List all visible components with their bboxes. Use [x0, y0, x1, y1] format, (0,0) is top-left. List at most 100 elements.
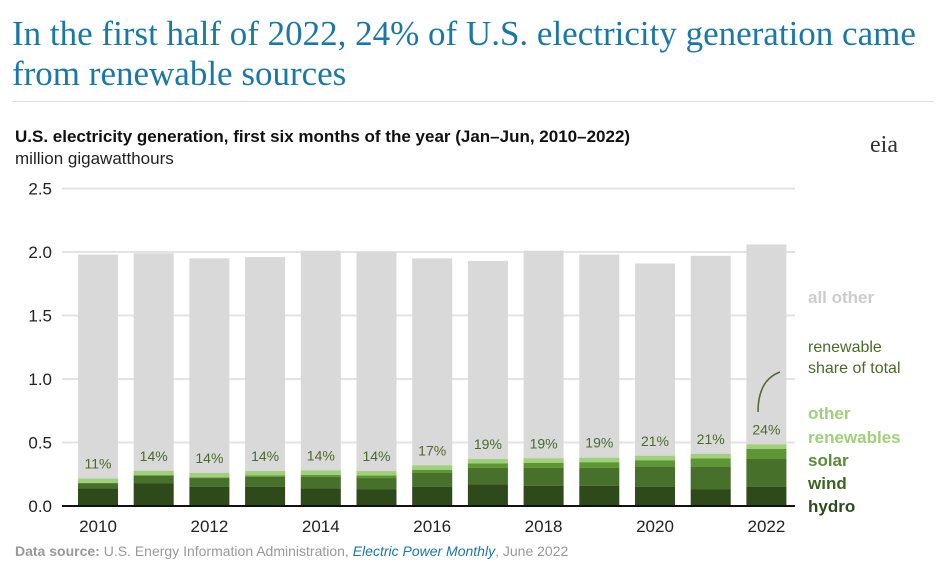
bar-other-renewables — [356, 471, 397, 476]
share-label: 19% — [530, 435, 558, 451]
y-tick-label: 2.0 — [28, 243, 52, 262]
bar-other-renewables — [579, 457, 620, 463]
bar-solar — [635, 460, 675, 467]
bar-wind — [189, 478, 230, 487]
share-label: 21% — [641, 433, 669, 449]
y-tick-label: 1.5 — [28, 307, 52, 326]
bar-wind — [635, 466, 675, 487]
share-label: 19% — [585, 435, 613, 451]
share-label: 21% — [697, 431, 725, 447]
y-tick-label: 0.5 — [28, 434, 52, 453]
bar-hydro — [133, 483, 174, 506]
bar-all-other — [245, 257, 286, 506]
bar-other-renewables — [523, 458, 564, 463]
chart-title: U.S. electricity generation, first six m… — [15, 127, 631, 146]
legend-hydro: hydro — [808, 497, 855, 516]
x-tick-label: 2012 — [190, 517, 228, 536]
y-tick-label: 0.0 — [28, 497, 52, 516]
bar-solar — [356, 475, 397, 479]
bar-solar — [467, 463, 508, 468]
share-label: 19% — [474, 436, 502, 452]
bar-hydro — [78, 488, 118, 506]
legend-share-2: share of total — [808, 360, 901, 377]
bar-other-renewables — [245, 471, 286, 476]
bar-other-renewables — [300, 470, 341, 475]
bar-hydro — [746, 486, 787, 506]
bar-other-renewables — [189, 472, 230, 478]
source-date: , June 2022 — [495, 543, 569, 559]
share-label: 24% — [752, 421, 780, 437]
bar-hydro — [412, 486, 453, 506]
bar-all-other — [189, 258, 230, 506]
share-label: 14% — [195, 450, 223, 466]
eia-logo: eia — [870, 132, 898, 158]
bar-hydro — [523, 485, 564, 506]
x-tick-label: 2016 — [413, 517, 451, 536]
data-source: Data source: U.S. Energy Information Adm… — [15, 543, 568, 559]
x-tick-label: 2014 — [302, 517, 340, 536]
legend-all-other: all other — [808, 288, 875, 307]
legend-other: other — [808, 404, 851, 423]
bar-hydro — [356, 489, 397, 506]
bar-solar — [300, 474, 341, 477]
bar-other-renewables — [78, 478, 118, 484]
bar-hydro — [579, 485, 620, 506]
bar-all-other — [78, 254, 118, 506]
legend-wind: wind — [807, 474, 847, 493]
bar-all-other — [356, 252, 397, 506]
bar-solar — [690, 458, 731, 467]
x-tick-label: 2018 — [525, 517, 563, 536]
bar-other-renewables — [133, 470, 174, 476]
bar-all-other — [412, 258, 453, 506]
bar-wind — [467, 467, 508, 485]
share-label: 14% — [251, 448, 279, 464]
x-tick-label: 2020 — [636, 517, 674, 536]
bar-solar — [579, 462, 620, 468]
bar-hydro — [189, 486, 230, 506]
y-tick-label: 2.5 — [28, 180, 52, 199]
headline: In the first half of 2022, 24% of U.S. e… — [12, 14, 916, 93]
bar-other-renewables — [690, 453, 731, 459]
x-tick-label: 2022 — [747, 517, 785, 536]
bar-all-other — [133, 253, 174, 506]
y-axis-unit: million gigawatthours — [15, 149, 174, 168]
share-label: 14% — [140, 448, 168, 464]
bar-solar — [746, 448, 787, 460]
bar-wind — [245, 476, 286, 487]
bar-wind — [300, 476, 341, 489]
bar-wind — [579, 467, 620, 486]
share-label: 17% — [418, 442, 446, 458]
share-label: 14% — [307, 447, 335, 463]
bar-other-renewables — [635, 455, 675, 461]
bar-wind — [133, 475, 174, 484]
source-text: U.S. Energy Information Administration, — [99, 543, 353, 559]
bar-solar — [189, 477, 230, 479]
bar-wind — [78, 483, 118, 489]
source-publication[interactable]: Electric Power Monthly — [352, 543, 496, 559]
bar-solar — [523, 462, 564, 468]
bar-wind — [356, 478, 397, 490]
bar-wind — [690, 466, 731, 490]
share-label: 14% — [362, 448, 390, 464]
share-label: 11% — [85, 456, 112, 472]
legend-share-1: renewable — [808, 339, 882, 356]
divider — [12, 101, 934, 102]
x-tick-label: 2010 — [79, 517, 117, 536]
legend-solar: solar — [808, 451, 849, 470]
bar-wind — [746, 459, 787, 487]
bar-wind — [412, 472, 453, 487]
bar-hydro — [467, 484, 508, 506]
bar-wind — [523, 467, 564, 486]
bar-other-renewables — [467, 459, 508, 464]
bar-all-other — [300, 250, 341, 506]
bar-other-renewables — [746, 444, 787, 449]
bar-hydro — [635, 486, 675, 506]
bar-hydro — [300, 488, 341, 506]
bar-other-renewables — [412, 465, 453, 470]
source-label: Data source: — [15, 543, 100, 559]
y-tick-label: 1.0 — [28, 370, 52, 389]
bar-solar — [412, 469, 453, 473]
bar-hydro — [690, 489, 731, 506]
bar-solar — [245, 475, 286, 477]
